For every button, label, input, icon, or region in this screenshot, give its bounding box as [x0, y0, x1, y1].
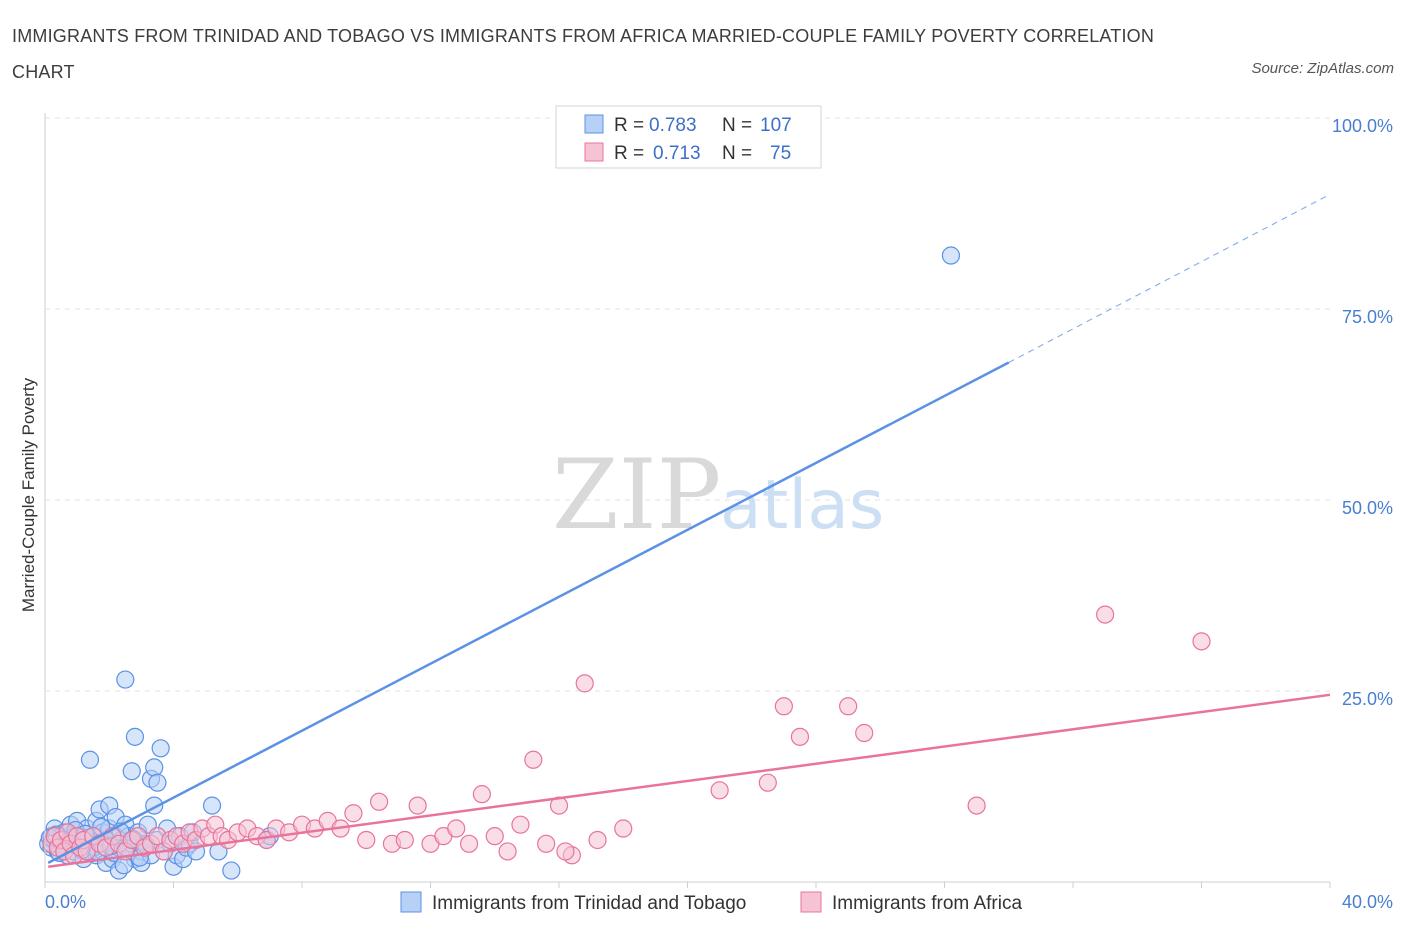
trend-lines — [47, 193, 1331, 868]
trend-line-series-1 — [48, 693, 1331, 868]
point-series-1-74 — [556, 842, 575, 861]
point-series-1-57 — [511, 815, 530, 834]
legend-swatch-africa — [584, 142, 604, 162]
point-series-1-58 — [524, 750, 543, 769]
legend-r-africa: 0.713 — [653, 143, 701, 164]
point-series-1-62 — [575, 674, 594, 693]
point-series-1-69 — [855, 723, 874, 743]
point-series-0-65 — [151, 739, 170, 758]
point-series-0-51 — [122, 762, 141, 781]
legend-n-africa: 75 — [770, 143, 791, 164]
point-series-1-54 — [472, 785, 491, 804]
point-series-0-62 — [145, 758, 164, 777]
point-series-0-26 — [80, 750, 100, 769]
y-tick-label-1: 50.0% — [1342, 498, 1393, 518]
legend-swatch-trinidad — [584, 114, 604, 134]
bottom-legend-swatch-trinidad — [400, 891, 422, 913]
svg-text:N =: N = — [722, 115, 752, 136]
legend-n-trinidad: 107 — [760, 115, 792, 136]
point-series-0-63 — [148, 773, 167, 792]
point-series-0-47 — [116, 670, 135, 689]
point-series-1-45 — [357, 830, 376, 850]
point-series-1-53 — [459, 834, 479, 853]
point-series-1-55 — [485, 827, 504, 846]
point-series-1-48 — [395, 830, 414, 850]
point-series-1-63 — [588, 830, 607, 850]
point-series-1-44 — [344, 804, 363, 823]
x-tick-label-0: 0.0% — [45, 892, 86, 912]
bottom-legend-label-africa: Immigrants from Africa — [832, 893, 1022, 914]
watermark-atlas: atlas — [720, 466, 884, 545]
point-series-0-52 — [125, 727, 145, 746]
x-tick-label-1: 40.0% — [1342, 892, 1393, 912]
y-tick-label-2: 75.0% — [1342, 307, 1393, 327]
axes: 25.0% 50.0% 75.0% 100.0% 0.0% 40.0% — [44, 113, 1393, 912]
point-series-1-52 — [447, 819, 466, 838]
trend-extension-series-0 — [1008, 193, 1331, 364]
source-label: Source: ZipAtlas.com — [1251, 60, 1394, 77]
point-series-0-104 — [941, 246, 961, 265]
point-series-1-46 — [370, 792, 389, 811]
watermark-zip: ZIP — [552, 439, 721, 551]
point-series-0-79 — [222, 861, 241, 880]
stats-legend: R = 0.783 N = 107 R = 0.713 N = 75 — [555, 105, 822, 169]
svg-text:R =: R = — [614, 115, 644, 136]
point-series-1-59 — [537, 834, 556, 853]
y-tick-label-3: 100.0% — [1332, 116, 1393, 136]
grid-lines — [45, 117, 1330, 692]
point-series-1-68 — [839, 697, 858, 716]
point-series-1-49 — [408, 796, 427, 815]
point-series-1-66 — [774, 697, 793, 716]
bottom-legend: Immigrants from Trinidad and Tobago Immi… — [400, 891, 1022, 914]
bottom-legend-label-trinidad: Immigrants from Trinidad and Tobago — [432, 893, 746, 914]
point-series-1-67 — [790, 727, 810, 746]
bottom-legend-swatch-africa — [800, 891, 822, 913]
svg-text:R =: R = — [614, 143, 644, 164]
point-series-1-70 — [967, 796, 986, 815]
point-series-1-65 — [710, 781, 729, 800]
svg-text:N =: N = — [722, 143, 752, 164]
y-tick-label-0: 25.0% — [1342, 689, 1393, 709]
legend-r-trinidad: 0.783 — [649, 115, 697, 136]
chart-title: IMMIGRANTS FROM TRINIDAD AND TOBAGO VS I… — [12, 26, 1155, 82]
point-series-1-73 — [758, 773, 777, 792]
point-series-1-56 — [498, 842, 517, 861]
point-series-1-72 — [1192, 632, 1211, 651]
point-series-0-77 — [202, 796, 222, 815]
point-series-1-71 — [1096, 605, 1115, 624]
point-series-1-64 — [614, 819, 633, 838]
trend-line-series-0 — [47, 361, 1010, 865]
y-axis-label: Married-Couple Family Poverty — [19, 377, 38, 612]
